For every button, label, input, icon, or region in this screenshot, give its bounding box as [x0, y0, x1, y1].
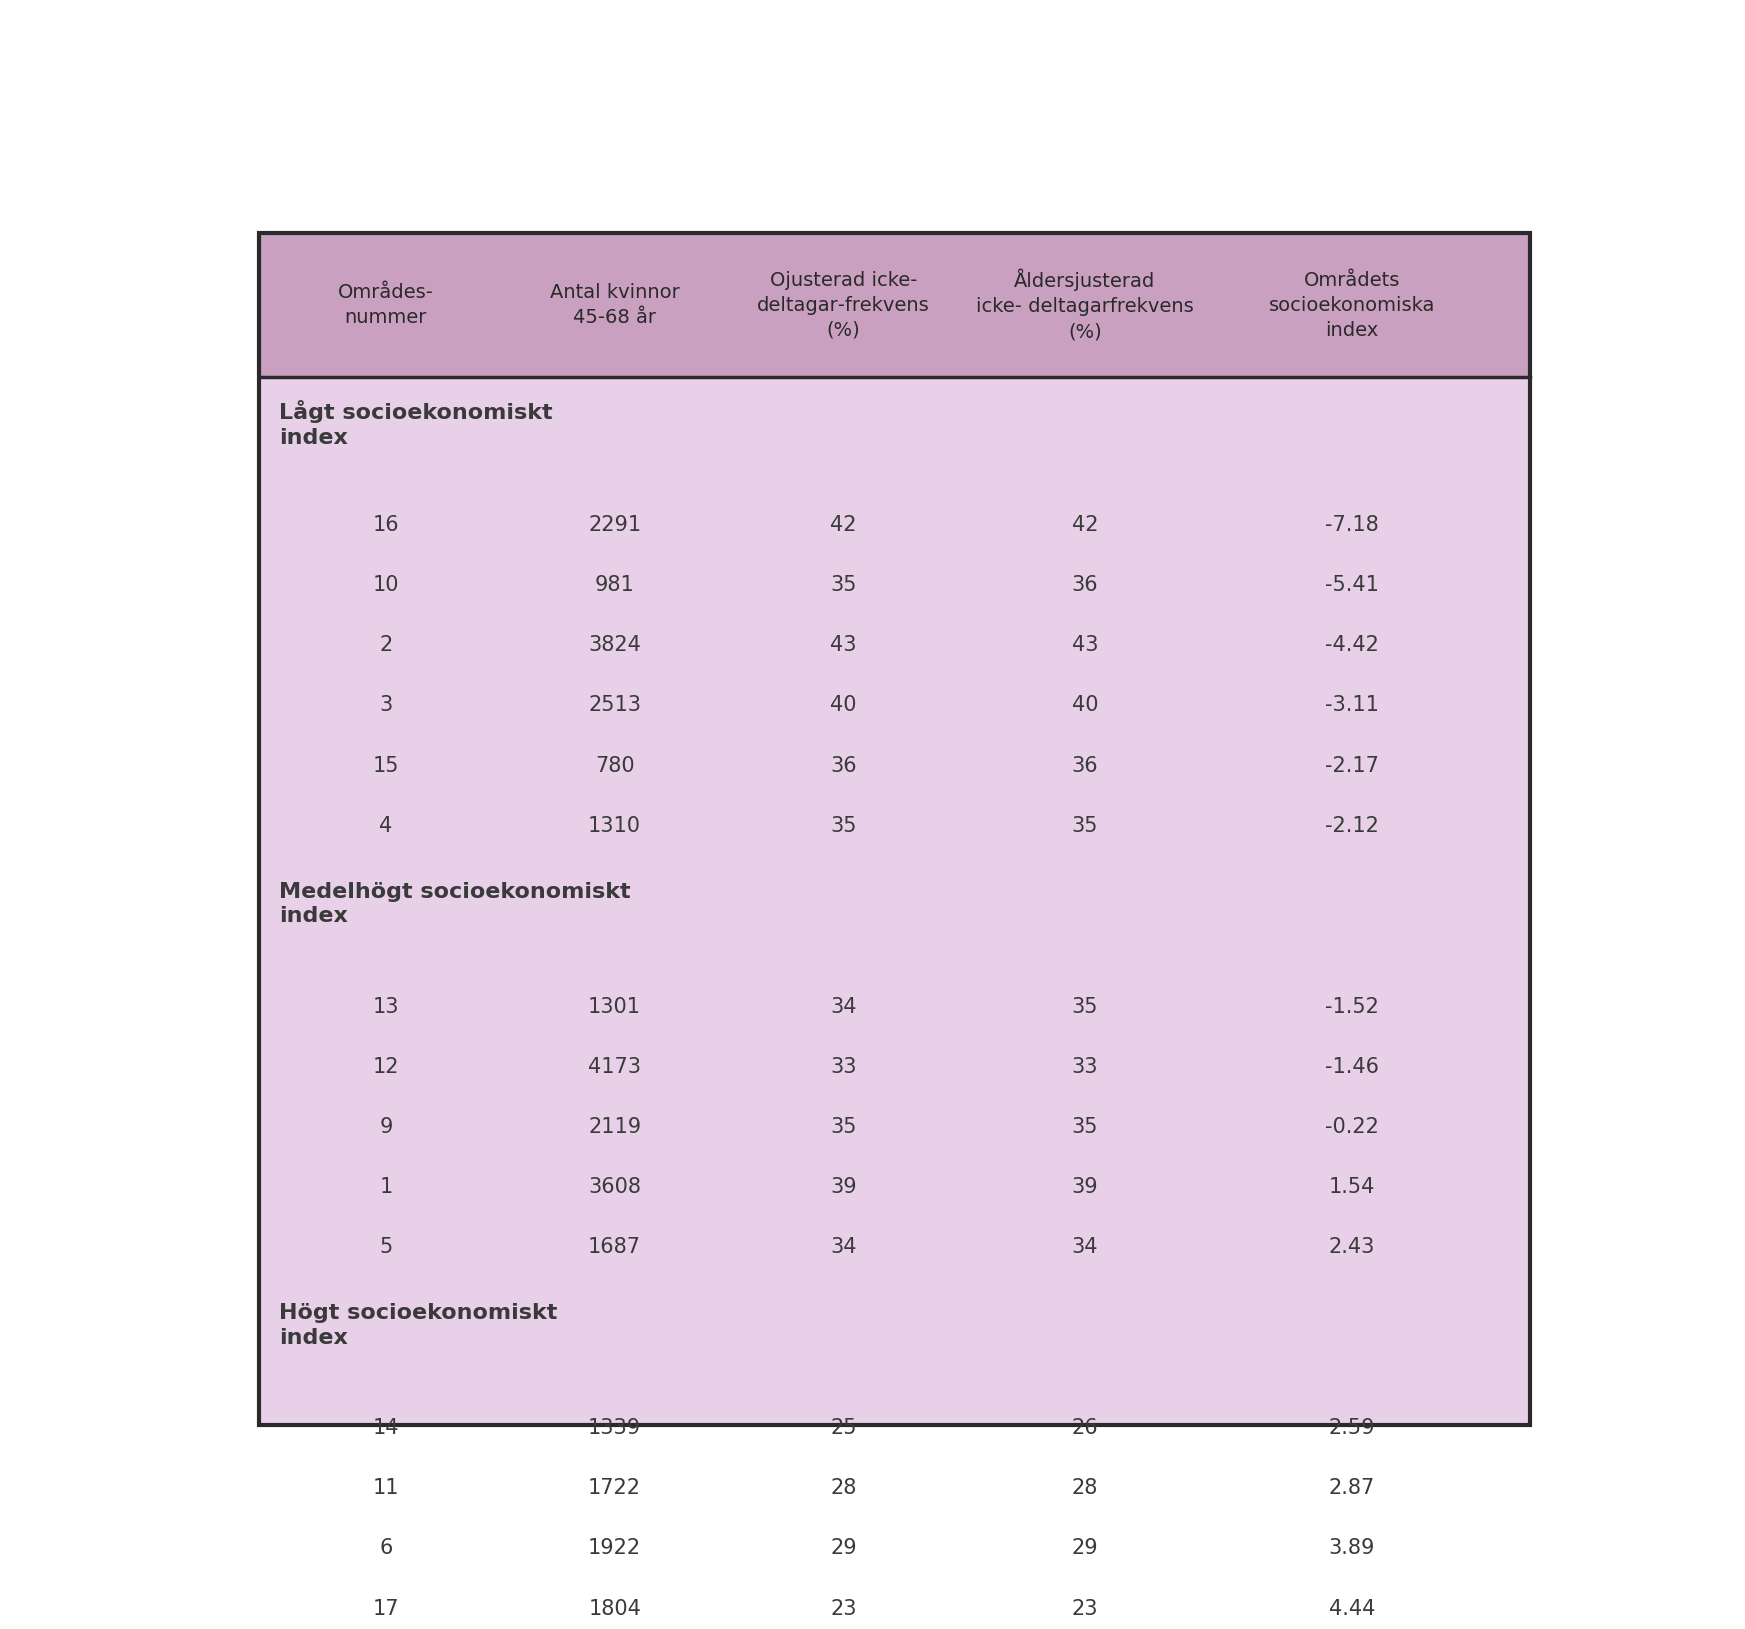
- Text: Åldersjusterad
icke- deltagarfrekvens
(%): Åldersjusterad icke- deltagarfrekvens (%…: [975, 269, 1194, 342]
- Text: 1804: 1804: [588, 1598, 640, 1619]
- Text: 40: 40: [1071, 696, 1098, 715]
- Text: 2.43: 2.43: [1328, 1238, 1375, 1258]
- Text: -4.42: -4.42: [1324, 635, 1379, 655]
- FancyBboxPatch shape: [258, 233, 1530, 378]
- Text: 2: 2: [379, 635, 393, 655]
- Text: 16: 16: [372, 515, 400, 534]
- Text: 981: 981: [595, 575, 635, 595]
- Text: -1.46: -1.46: [1324, 1057, 1379, 1077]
- Text: Medelhögt socioekonomiskt
index: Medelhögt socioekonomiskt index: [279, 881, 630, 927]
- Text: 1.54: 1.54: [1328, 1178, 1375, 1197]
- Text: 17: 17: [373, 1598, 400, 1619]
- Text: 5: 5: [379, 1238, 393, 1258]
- Text: Högt socioekonomiskt
index: Högt socioekonomiskt index: [279, 1303, 557, 1347]
- FancyBboxPatch shape: [258, 378, 1530, 1425]
- Text: 34: 34: [1071, 1238, 1098, 1258]
- Text: 2119: 2119: [588, 1117, 640, 1137]
- Text: -0.22: -0.22: [1324, 1117, 1379, 1137]
- Text: 4: 4: [379, 816, 393, 836]
- Text: 2.87: 2.87: [1330, 1478, 1375, 1499]
- Text: 1339: 1339: [588, 1417, 640, 1438]
- Text: 1: 1: [379, 1178, 393, 1197]
- Text: -3.11: -3.11: [1324, 696, 1379, 715]
- Text: 36: 36: [831, 756, 857, 775]
- Text: 4.44: 4.44: [1328, 1598, 1375, 1619]
- Text: 42: 42: [831, 515, 857, 534]
- Text: 1301: 1301: [588, 997, 640, 1016]
- Text: 3608: 3608: [588, 1178, 640, 1197]
- Text: -1.52: -1.52: [1324, 997, 1379, 1016]
- Text: 2.59: 2.59: [1328, 1417, 1375, 1438]
- Text: 29: 29: [831, 1538, 857, 1559]
- Text: 35: 35: [831, 575, 857, 595]
- Text: -5.41: -5.41: [1324, 575, 1379, 595]
- Text: 1310: 1310: [588, 816, 640, 836]
- Text: 36: 36: [1071, 575, 1098, 595]
- Text: 35: 35: [831, 1117, 857, 1137]
- Text: -2.17: -2.17: [1324, 756, 1379, 775]
- Text: Ojusterad icke-
deltagar­frekvens
(%): Ojusterad icke- deltagar­frekvens (%): [757, 270, 930, 340]
- Text: 40: 40: [831, 696, 857, 715]
- Text: -2.12: -2.12: [1324, 816, 1379, 836]
- Text: 39: 39: [831, 1178, 857, 1197]
- Text: 36: 36: [1071, 756, 1098, 775]
- Text: 28: 28: [1071, 1478, 1098, 1499]
- Text: -7.18: -7.18: [1324, 515, 1379, 534]
- Text: 9: 9: [379, 1117, 393, 1137]
- Text: 26: 26: [1071, 1417, 1098, 1438]
- Text: 2291: 2291: [588, 515, 640, 534]
- Text: 2513: 2513: [588, 696, 640, 715]
- Text: 35: 35: [831, 816, 857, 836]
- Text: 1687: 1687: [588, 1238, 640, 1258]
- Text: 12: 12: [373, 1057, 400, 1077]
- Text: 35: 35: [1071, 997, 1098, 1016]
- Text: 13: 13: [373, 997, 400, 1016]
- Text: 10: 10: [373, 575, 400, 595]
- Text: 34: 34: [831, 1238, 857, 1258]
- Text: 25: 25: [831, 1417, 857, 1438]
- Text: Områdets
socioekonomiska
index: Områdets socioekonomiska index: [1269, 270, 1434, 340]
- Text: 11: 11: [373, 1478, 400, 1499]
- Text: 23: 23: [1071, 1598, 1098, 1619]
- Text: 14: 14: [373, 1417, 400, 1438]
- Text: 33: 33: [831, 1057, 857, 1077]
- Text: Antal kvinnor
45-68 år: Antal kvinnor 45-68 år: [550, 283, 679, 327]
- Text: Områdes-
nummer: Områdes- nummer: [339, 283, 435, 327]
- Text: 42: 42: [1071, 515, 1098, 534]
- Text: 35: 35: [1071, 1117, 1098, 1137]
- Text: 29: 29: [1071, 1538, 1098, 1559]
- Text: 3824: 3824: [588, 635, 640, 655]
- Text: 43: 43: [1071, 635, 1098, 655]
- Text: 3: 3: [379, 696, 393, 715]
- Text: 43: 43: [831, 635, 857, 655]
- Text: 33: 33: [1071, 1057, 1098, 1077]
- Text: 15: 15: [373, 756, 400, 775]
- Text: 35: 35: [1071, 816, 1098, 836]
- Text: 6: 6: [379, 1538, 393, 1559]
- Text: 1922: 1922: [588, 1538, 640, 1559]
- Text: 3.89: 3.89: [1328, 1538, 1375, 1559]
- Text: 780: 780: [595, 756, 635, 775]
- Text: Lågt socioekonomiskt
index: Lågt socioekonomiskt index: [279, 401, 553, 448]
- Text: 34: 34: [831, 997, 857, 1016]
- Text: 4173: 4173: [588, 1057, 640, 1077]
- Text: 39: 39: [1071, 1178, 1098, 1197]
- Text: 23: 23: [831, 1598, 857, 1619]
- Text: 28: 28: [831, 1478, 857, 1499]
- Text: 1722: 1722: [588, 1478, 640, 1499]
